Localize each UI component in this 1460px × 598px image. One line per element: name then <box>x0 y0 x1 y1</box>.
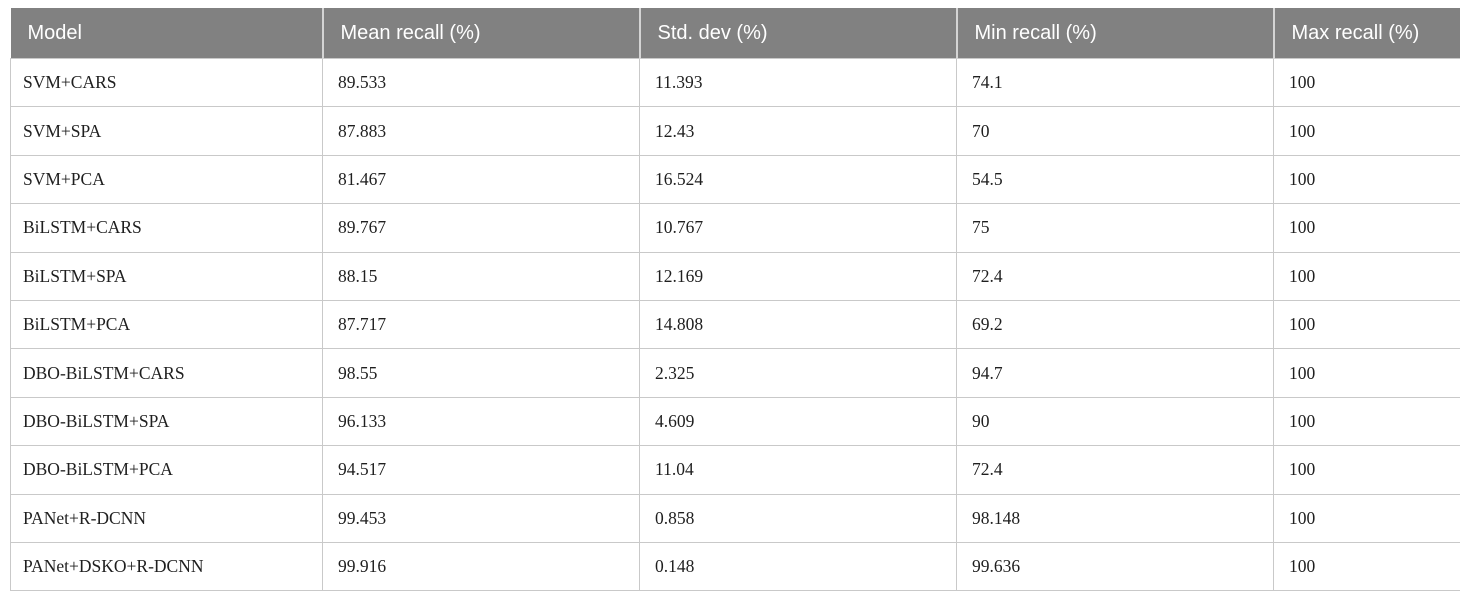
table-row: SVM+PCA 81.467 16.524 54.5 100 <box>10 154 1460 205</box>
model-cell: BiLSTM+SPA <box>10 251 323 301</box>
value-cell: 12.43 <box>639 106 957 156</box>
column-header-model: Model <box>10 8 323 59</box>
model-cell: SVM+PCA <box>10 154 323 205</box>
table-row: SVM+CARS 89.533 11.393 74.1 100 <box>10 57 1460 108</box>
value-cell: 100 <box>1273 106 1460 156</box>
value-cell: 2.325 <box>639 348 957 398</box>
model-cell: DBO-BiLSTM+SPA <box>10 396 323 447</box>
value-cell: 98.55 <box>322 348 640 398</box>
model-cell: SVM+CARS <box>10 57 323 108</box>
column-header-min-recall: Min recall (%) <box>955 8 1274 59</box>
data-table: Model Mean recall (%) Std. dev (%) Min reca… <box>10 8 1460 592</box>
table-row: BiLSTM+SPA 88.15 12.169 72.4 100 <box>10 251 1460 301</box>
value-cell: 88.15 <box>322 251 640 301</box>
value-cell: 99.636 <box>956 541 1274 592</box>
table-header: Model Mean recall (%) Std. dev (%) Min reca… <box>10 8 1460 59</box>
value-cell: 69.2 <box>956 299 1274 350</box>
table-row: PANet+DSKO+R-DCNN 99.916 0.148 99.636 100 <box>10 541 1460 592</box>
model-cell: BiLSTM+PCA <box>10 299 323 350</box>
model-cell: SVM+SPA <box>10 106 323 156</box>
value-cell: 89.767 <box>322 203 640 253</box>
value-cell: 99.453 <box>322 493 640 543</box>
value-cell: 94.7 <box>956 348 1274 398</box>
value-cell: 16.524 <box>639 154 957 205</box>
column-header-max-recall: Max recall (%) <box>1272 8 1460 59</box>
value-cell: 70 <box>956 106 1274 156</box>
value-cell: 74.1 <box>956 57 1274 108</box>
value-cell: 100 <box>1273 251 1460 301</box>
value-cell: 90 <box>956 396 1274 447</box>
value-cell: 11.393 <box>639 57 957 108</box>
model-cell: BiLSTM+CARS <box>10 203 323 253</box>
table-row: BiLSTM+PCA 87.717 14.808 69.2 100 <box>10 299 1460 350</box>
value-cell: 100 <box>1273 299 1460 350</box>
value-cell: 98.148 <box>956 493 1274 543</box>
model-cell: PANet+R-DCNN <box>10 493 323 543</box>
value-cell: 100 <box>1273 154 1460 205</box>
value-cell: 54.5 <box>956 154 1274 205</box>
table-row: BiLSTM+CARS 89.767 10.767 75 100 <box>10 203 1460 253</box>
value-cell: 99.916 <box>322 541 640 592</box>
table-row: DBO-BiLSTM+CARS 98.55 2.325 94.7 100 <box>10 348 1460 398</box>
model-cell: DBO-BiLSTM+PCA <box>10 445 323 495</box>
table-row: PANet+R-DCNN 99.453 0.858 98.148 100 <box>10 493 1460 543</box>
value-cell: 96.133 <box>322 396 640 447</box>
value-cell: 94.517 <box>322 445 640 495</box>
table-row: DBO-BiLSTM+SPA 96.133 4.609 90 100 <box>10 396 1460 447</box>
header-row: Model Mean recall (%) Std. dev (%) Min reca… <box>10 8 1460 59</box>
value-cell: 100 <box>1273 57 1460 108</box>
value-cell: 14.808 <box>639 299 957 350</box>
value-cell: 87.883 <box>322 106 640 156</box>
value-cell: 0.148 <box>639 541 957 592</box>
value-cell: 100 <box>1273 541 1460 592</box>
value-cell: 89.533 <box>322 57 640 108</box>
value-cell: 87.717 <box>322 299 640 350</box>
value-cell: 12.169 <box>639 251 957 301</box>
column-header-mean-recall: Mean recall (%) <box>321 8 640 59</box>
recall-statistics-table: Model Mean recall (%) Std. dev (%) Min reca… <box>10 8 1460 592</box>
value-cell: 100 <box>1273 348 1460 398</box>
value-cell: 100 <box>1273 203 1460 253</box>
value-cell: 100 <box>1273 396 1460 447</box>
value-cell: 11.04 <box>639 445 957 495</box>
value-cell: 72.4 <box>956 445 1274 495</box>
table-body: SVM+CARS 89.533 11.393 74.1 100 SVM+SPA 87.883… <box>10 57 1460 592</box>
model-cell: DBO-BiLSTM+CARS <box>10 348 323 398</box>
value-cell: 0.858 <box>639 493 957 543</box>
value-cell: 75 <box>956 203 1274 253</box>
value-cell: 4.609 <box>639 396 957 447</box>
table-row: DBO-BiLSTM+PCA 94.517 11.04 72.4 100 <box>10 445 1460 495</box>
value-cell: 72.4 <box>956 251 1274 301</box>
table-row: SVM+SPA 87.883 12.43 70 100 <box>10 106 1460 156</box>
model-cell: PANet+DSKO+R-DCNN <box>10 541 323 592</box>
value-cell: 100 <box>1273 445 1460 495</box>
value-cell: 10.767 <box>639 203 957 253</box>
value-cell: 100 <box>1273 493 1460 543</box>
value-cell: 81.467 <box>322 154 640 205</box>
column-header-std-dev: Std. dev (%) <box>638 8 957 59</box>
